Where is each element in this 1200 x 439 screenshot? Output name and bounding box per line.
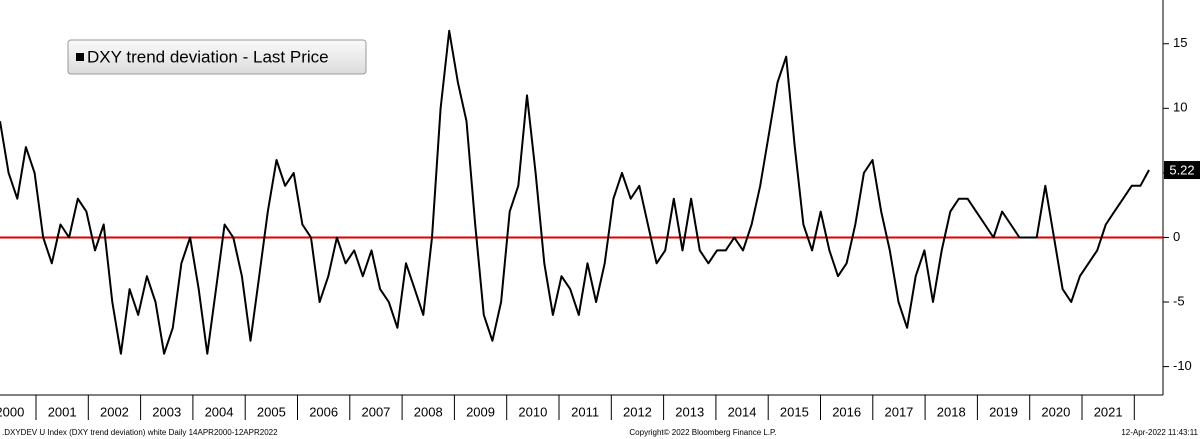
legend-swatch [76,53,84,61]
x-tick-label: 2021 [1094,404,1123,419]
x-tick-label: 2019 [989,404,1018,419]
x-tick-label: 2016 [832,404,861,419]
x-tick-label: 2009 [466,404,495,419]
legend-label: DXY trend deviation - Last Price [87,47,329,66]
last-value-label: 5.22 [1169,162,1194,177]
x-tick-label: 2005 [257,404,286,419]
x-tick-label: 2012 [623,404,652,419]
footer-right: 12-Apr-2022 11:43:11 [1121,428,1198,437]
x-tick-label: 2020 [1041,404,1070,419]
legend-box [67,39,367,75]
x-tick-label: 2001 [48,404,77,419]
y-tick-label: -10 [1173,358,1192,373]
y-tick-label: 10 [1173,100,1187,115]
x-tick-label: 2013 [675,404,704,419]
x-tick-label: 2000 [0,404,24,419]
x-tick-label: 2017 [884,404,913,419]
x-tick-label: 2006 [309,404,338,419]
y-tick-label: 15 [1173,35,1187,50]
footer-center: Copyright© 2022 Bloomberg Finance L.P. [629,428,776,437]
y-tick-label: 0 [1173,229,1180,244]
x-tick-label: 2014 [728,404,757,419]
last-value-badge [1164,161,1200,180]
footer-left: .DXYDEV U Index (DXY trend deviation) wh… [2,428,278,437]
y-tick-label: -5 [1173,293,1185,308]
x-tick-label: 2003 [152,404,181,419]
x-tick-label: 2008 [414,404,443,419]
legend: DXY trend deviation - Last Price [67,39,367,75]
x-tick-label: 2004 [205,404,234,419]
x-tick-label: 2018 [937,404,966,419]
x-tick-label: 2010 [518,404,547,419]
x-tick-label: 2015 [780,404,809,419]
x-tick-label: 2007 [361,404,390,419]
x-tick-label: 2002 [100,404,129,419]
data-line [0,29,1150,355]
x-tick-label: 2011 [571,404,599,419]
